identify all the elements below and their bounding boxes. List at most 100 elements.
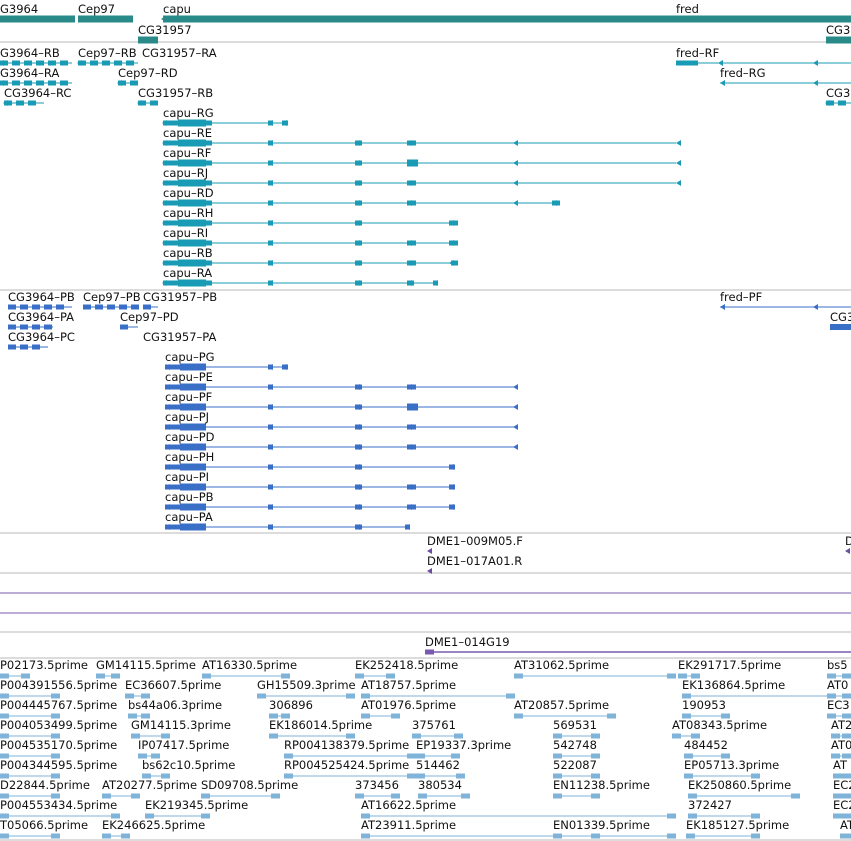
- est-feature[interactable]: T05066.5prime: [0, 818, 88, 839]
- est-feature[interactable]: 569531: [553, 718, 600, 739]
- protein-feature[interactable]: CG3964–PB: [8, 290, 75, 310]
- est-feature[interactable]: GH15509.3prime: [257, 678, 356, 699]
- protein-feature[interactable]: capu–PI: [165, 470, 455, 491]
- est-feature[interactable]: EN01339.5prime: [553, 818, 650, 839]
- est-feature[interactable]: EC2: [833, 778, 851, 799]
- est-feature[interactable]: D22844.5prime: [0, 778, 90, 799]
- protein-feature[interactable]: CG3: [830, 310, 851, 330]
- est-feature[interactable]: AT16622.5prime: [361, 798, 676, 819]
- protein-feature[interactable]: capu–PF: [165, 390, 518, 411]
- transcript-feature[interactable]: fred–RG: [720, 66, 851, 86]
- est-feature[interactable]: AT16330.5prime: [202, 658, 297, 679]
- transcript-feature[interactable]: capu–RB: [162, 246, 458, 267]
- est-feature[interactable]: P004445767.5prime: [0, 698, 117, 719]
- est-feature[interactable]: RP004138379.5prime: [284, 738, 416, 759]
- protein-feature[interactable]: capu–PA: [165, 510, 410, 531]
- est-feature[interactable]: AT23911.5prime: [361, 818, 676, 839]
- protein-feature[interactable]: capu–PB: [165, 490, 455, 511]
- est-feature[interactable]: 522087: [553, 758, 600, 779]
- transcript-feature[interactable]: capu–RA: [162, 266, 438, 287]
- est-feature[interactable]: EP05713.3prime: [684, 758, 779, 779]
- protein-feature[interactable]: capu–PH: [165, 450, 455, 471]
- est-feature[interactable]: P004553434.5prime: [0, 798, 120, 819]
- transcript-feature[interactable]: capu–RH: [162, 206, 458, 227]
- est-feature[interactable]: AT18757.5prime: [361, 678, 515, 699]
- est-feature[interactable]: GM14115.5prime: [96, 658, 196, 679]
- gene-feature[interactable]: CG3: [826, 23, 851, 44]
- protein-feature[interactable]: capu–PD: [165, 430, 518, 451]
- transcript-feature[interactable]: capu–RE: [162, 126, 681, 147]
- est-feature[interactable]: EK250860.5prime: [688, 778, 800, 799]
- protein-feature[interactable]: CG31957–PA: [143, 330, 216, 344]
- protein-feature[interactable]: capu–PE: [165, 370, 518, 391]
- est-feature[interactable]: P004391556.5prime: [0, 678, 117, 699]
- est-feature[interactable]: AT20857.5prime: [514, 698, 616, 719]
- oligo-feature[interactable]: DME1–009M05.F: [427, 534, 523, 554]
- est-feature[interactable]: AT01976.5prime: [361, 698, 456, 719]
- est-feature[interactable]: 372427: [688, 798, 760, 819]
- est-feature[interactable]: RP004525424.5prime: [284, 758, 416, 779]
- transcript-feature[interactable]: Cep97–RB: [77, 46, 138, 66]
- gene-feature[interactable]: G3964: [0, 2, 75, 23]
- transcript-feature[interactable]: capu–RF: [162, 146, 681, 167]
- transcript-feature[interactable]: capu–RG: [162, 106, 288, 127]
- est-feature[interactable]: 380534: [418, 778, 470, 799]
- protein-feature[interactable]: Cep97–PB: [83, 290, 141, 310]
- est-feature[interactable]: 484452: [684, 738, 730, 759]
- protein-feature[interactable]: CG3964–PC: [8, 330, 75, 350]
- est-feature[interactable]: 190953: [682, 698, 730, 719]
- est-feature[interactable]: EN11238.5prime: [553, 778, 650, 799]
- est-feature[interactable]: EK246625.5prime: [102, 818, 205, 839]
- est-feature[interactable]: 306896: [269, 698, 313, 719]
- est-feature[interactable]: IP07417.5prime: [138, 738, 229, 759]
- est-feature[interactable]: P02173.5prime: [0, 658, 88, 679]
- transcript-feature[interactable]: capu–RJ: [162, 166, 681, 187]
- est-feature[interactable]: EK136864.5prime: [682, 678, 851, 699]
- est-feature[interactable]: EC2: [833, 798, 851, 819]
- protein-feature[interactable]: fred–PF: [720, 290, 851, 310]
- protein-feature[interactable]: capu–PG: [165, 350, 288, 371]
- est-feature[interactable]: 375761: [412, 718, 463, 739]
- transcript-feature[interactable]: capu–RD: [162, 186, 560, 207]
- est-feature[interactable]: P004535170.5prime: [0, 738, 117, 759]
- gene-feature[interactable]: CG31957: [138, 23, 192, 44]
- est-feature[interactable]: AT31062.5prime: [514, 658, 676, 679]
- est-feature[interactable]: bs5: [827, 658, 851, 679]
- bac-feature[interactable]: DME1–014G19: [425, 635, 851, 655]
- gene-feature[interactable]: Cep97: [78, 2, 133, 23]
- est-feature[interactable]: AT0: [831, 738, 851, 759]
- est-feature[interactable]: 514462: [416, 758, 465, 779]
- est-feature[interactable]: P004053499.5prime: [0, 718, 117, 739]
- gene-feature[interactable]: capu: [161, 2, 851, 23]
- est-feature[interactable]: EK219345.5prime: [145, 798, 248, 819]
- est-feature[interactable]: AT: [840, 818, 851, 839]
- est-feature[interactable]: 373456: [355, 778, 400, 799]
- protein-feature[interactable]: CG31957–PB: [143, 290, 217, 310]
- oligo-feature[interactable]: D: [845, 534, 851, 554]
- protein-feature[interactable]: capu–PJ: [165, 410, 518, 431]
- est-feature[interactable]: 542748: [553, 738, 600, 759]
- est-feature[interactable]: EK252418.5prime: [355, 658, 458, 679]
- est-feature[interactable]: SD09708.5prime: [201, 778, 298, 799]
- transcript-feature[interactable]: CG31957–RB: [137, 86, 213, 106]
- est-feature[interactable]: EC3: [827, 698, 851, 719]
- est-feature[interactable]: EK291717.5prime: [678, 658, 781, 679]
- est-feature[interactable]: EK185127.5prime: [686, 818, 789, 839]
- est-feature[interactable]: EC36607.5prime: [125, 678, 221, 699]
- transcript-feature[interactable]: Cep97–RD: [117, 66, 178, 86]
- transcript-feature[interactable]: G3964–RB: [0, 46, 72, 66]
- transcript-feature[interactable]: capu–RI: [162, 226, 458, 247]
- est-feature[interactable]: AT0: [827, 678, 851, 699]
- gene-feature[interactable]: fred: [676, 2, 699, 16]
- est-feature[interactable]: P004344595.5prime: [0, 758, 117, 779]
- est-feature[interactable]: GM14115.3prime: [131, 718, 231, 739]
- est-feature[interactable]: bs62c10.5prime: [142, 758, 235, 779]
- protein-feature[interactable]: Cep97–PD: [120, 310, 179, 330]
- est-feature[interactable]: AT20277.5prime: [102, 778, 197, 799]
- est-feature[interactable]: AT: [833, 758, 851, 779]
- oligo-feature[interactable]: DME1–017A01.R: [427, 554, 522, 574]
- est-feature[interactable]: AT08343.5prime: [672, 718, 767, 739]
- protein-feature[interactable]: CG3964–PA: [8, 310, 74, 330]
- transcript-feature[interactable]: CG3964–RC: [3, 86, 71, 106]
